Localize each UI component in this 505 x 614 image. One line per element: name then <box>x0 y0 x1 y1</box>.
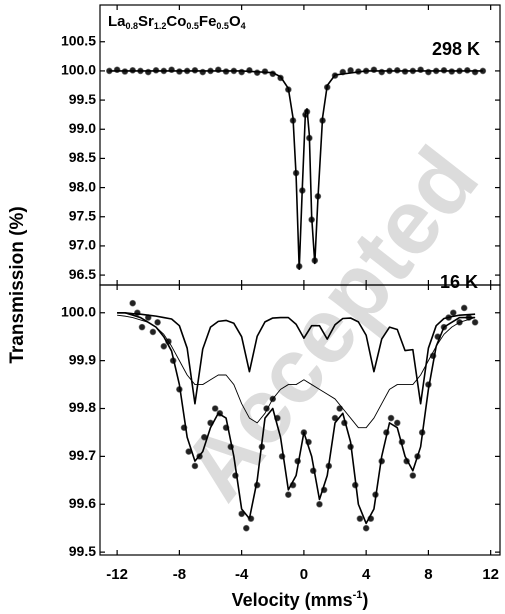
data-point <box>356 515 364 522</box>
subscript: -1 <box>353 589 363 601</box>
y-axis-label: Transmission (%) <box>7 206 28 363</box>
y-tick-label: 99.9 <box>69 351 96 367</box>
data-point <box>378 68 386 76</box>
data-point <box>336 405 343 412</box>
plot-frame <box>99 284 501 556</box>
y-tick-label: 96.5 <box>69 266 96 282</box>
text-part: Sr <box>138 13 154 30</box>
data-point <box>393 419 401 427</box>
data-point <box>129 299 136 307</box>
text-part: Fe <box>199 13 217 30</box>
data-point <box>471 68 479 76</box>
data-point <box>214 66 222 74</box>
data-point <box>211 405 219 412</box>
y-tick-label: 99.8 <box>69 399 96 415</box>
subscript: 4 <box>241 21 246 31</box>
x-tick-label: -12 <box>106 566 128 583</box>
text: La0.8Sr1.2Co0.5Fe0.5O4 <box>108 13 246 31</box>
y-tick-label: 100.0 <box>61 303 96 319</box>
text-part: ) <box>362 590 368 610</box>
annotation: 16 K <box>440 272 478 292</box>
text-part: La <box>108 13 126 30</box>
text-part: O <box>229 13 241 30</box>
x-tick-label: 12 <box>482 566 499 583</box>
x-tick-label: -8 <box>173 566 186 583</box>
x-tick-label: 4 <box>362 566 371 583</box>
fit-line <box>109 70 483 271</box>
data-point <box>471 319 479 326</box>
text-part: Velocity (mms <box>232 590 353 610</box>
y-tick-label: 100.0 <box>61 62 96 78</box>
data-point <box>243 524 250 532</box>
y-tick-label: 97.5 <box>69 207 96 223</box>
text-part: Co <box>166 13 186 30</box>
data-point <box>387 414 395 422</box>
y-tick-label: 99.0 <box>69 120 96 136</box>
data-point <box>450 309 457 317</box>
data-point <box>238 68 245 76</box>
x-tick-label: 8 <box>424 566 432 583</box>
data-point <box>168 66 175 74</box>
x-tick-label: 0 <box>300 566 308 583</box>
data-point <box>409 472 417 479</box>
plot-area <box>117 299 479 532</box>
annotation: 298 K <box>432 39 480 59</box>
data-point <box>191 462 199 470</box>
data-point <box>370 66 378 74</box>
data-point <box>316 500 323 508</box>
data-point <box>149 328 157 336</box>
data-point <box>144 68 152 76</box>
data-point <box>113 66 121 74</box>
data-point <box>199 68 207 76</box>
fit-line <box>117 311 476 405</box>
data-point <box>362 524 370 532</box>
y-tick-label: 98.5 <box>69 149 96 165</box>
y-tick-label: 99.7 <box>69 447 96 463</box>
plot-area <box>106 66 487 271</box>
data-point <box>154 319 161 326</box>
component-line <box>117 314 476 429</box>
fit-line <box>117 311 476 525</box>
data-point <box>425 68 432 76</box>
y-tick-label: 99.6 <box>69 495 96 511</box>
y-tick-label: 99.5 <box>69 543 96 559</box>
y-tick-label: 97.0 <box>69 237 96 253</box>
x-tick-label: -4 <box>235 566 249 583</box>
subscript: 0.5 <box>186 21 199 31</box>
subscript: 0.5 <box>216 21 229 31</box>
y-tick-label: 100.5 <box>61 32 96 48</box>
text: Velocity (mms-1) <box>232 589 369 610</box>
subscript: 0.8 <box>126 21 139 31</box>
data-point <box>417 66 424 74</box>
data-point <box>138 323 146 331</box>
subscript: 1.2 <box>154 21 167 31</box>
y-tick-label: 98.0 <box>69 178 96 194</box>
data-point <box>285 491 292 498</box>
data-point <box>246 67 253 74</box>
y-tick-label: 99.5 <box>69 91 96 107</box>
data-point <box>160 342 168 350</box>
data-point <box>460 304 468 312</box>
